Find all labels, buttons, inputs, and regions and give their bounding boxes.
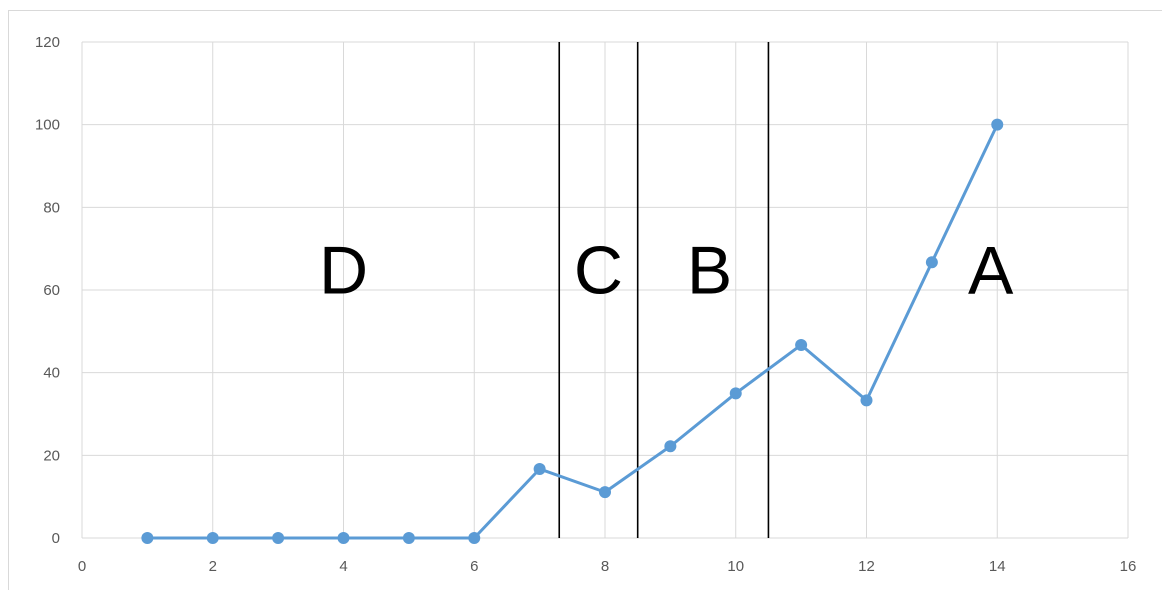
data-point: [599, 486, 611, 499]
data-point: [664, 440, 677, 453]
data-point: [991, 118, 1004, 131]
x-tick-label: 10: [727, 558, 744, 575]
y-tick-label: 0: [52, 530, 60, 547]
data-point: [337, 532, 350, 544]
region-label: C: [574, 232, 623, 308]
region-label: B: [687, 232, 732, 308]
data-point: [468, 532, 481, 544]
region-label: D: [319, 232, 368, 308]
y-tick-label: 120: [35, 34, 60, 51]
data-point: [402, 532, 415, 544]
y-tick-label: 40: [43, 365, 60, 382]
data-point: [272, 532, 285, 544]
data-point: [141, 532, 154, 544]
y-tick-label: 100: [35, 117, 60, 134]
y-axis-ticks: 0 20 40 60 80 100 120: [35, 34, 60, 547]
x-tick-label: 6: [470, 558, 478, 575]
data-point: [533, 462, 546, 475]
data-point: [860, 394, 873, 407]
x-tick-label: 4: [339, 558, 347, 575]
chart-frame: [8, 10, 1162, 590]
y-tick-label: 20: [43, 447, 60, 464]
data-point: [729, 387, 742, 400]
series-line: [147, 124, 999, 540]
data-point: [206, 532, 219, 544]
data-point: [925, 256, 938, 269]
x-tick-label: 0: [78, 558, 86, 575]
y-tick-label: 60: [43, 282, 60, 299]
x-tick-label: 14: [989, 558, 1006, 575]
y-tick-label: 80: [43, 199, 60, 216]
x-tick-label: 2: [209, 558, 217, 575]
data-point: [795, 338, 808, 351]
series: [141, 118, 1004, 544]
region-label: A: [968, 232, 1014, 308]
x-axis-ticks: 0 2 4 6 8 10 12 14 16: [78, 558, 1137, 575]
region-dividers: [558, 42, 770, 538]
x-tick-label: 12: [858, 558, 875, 575]
x-tick-label: 8: [601, 558, 609, 575]
x-tick-label: 16: [1120, 558, 1137, 575]
